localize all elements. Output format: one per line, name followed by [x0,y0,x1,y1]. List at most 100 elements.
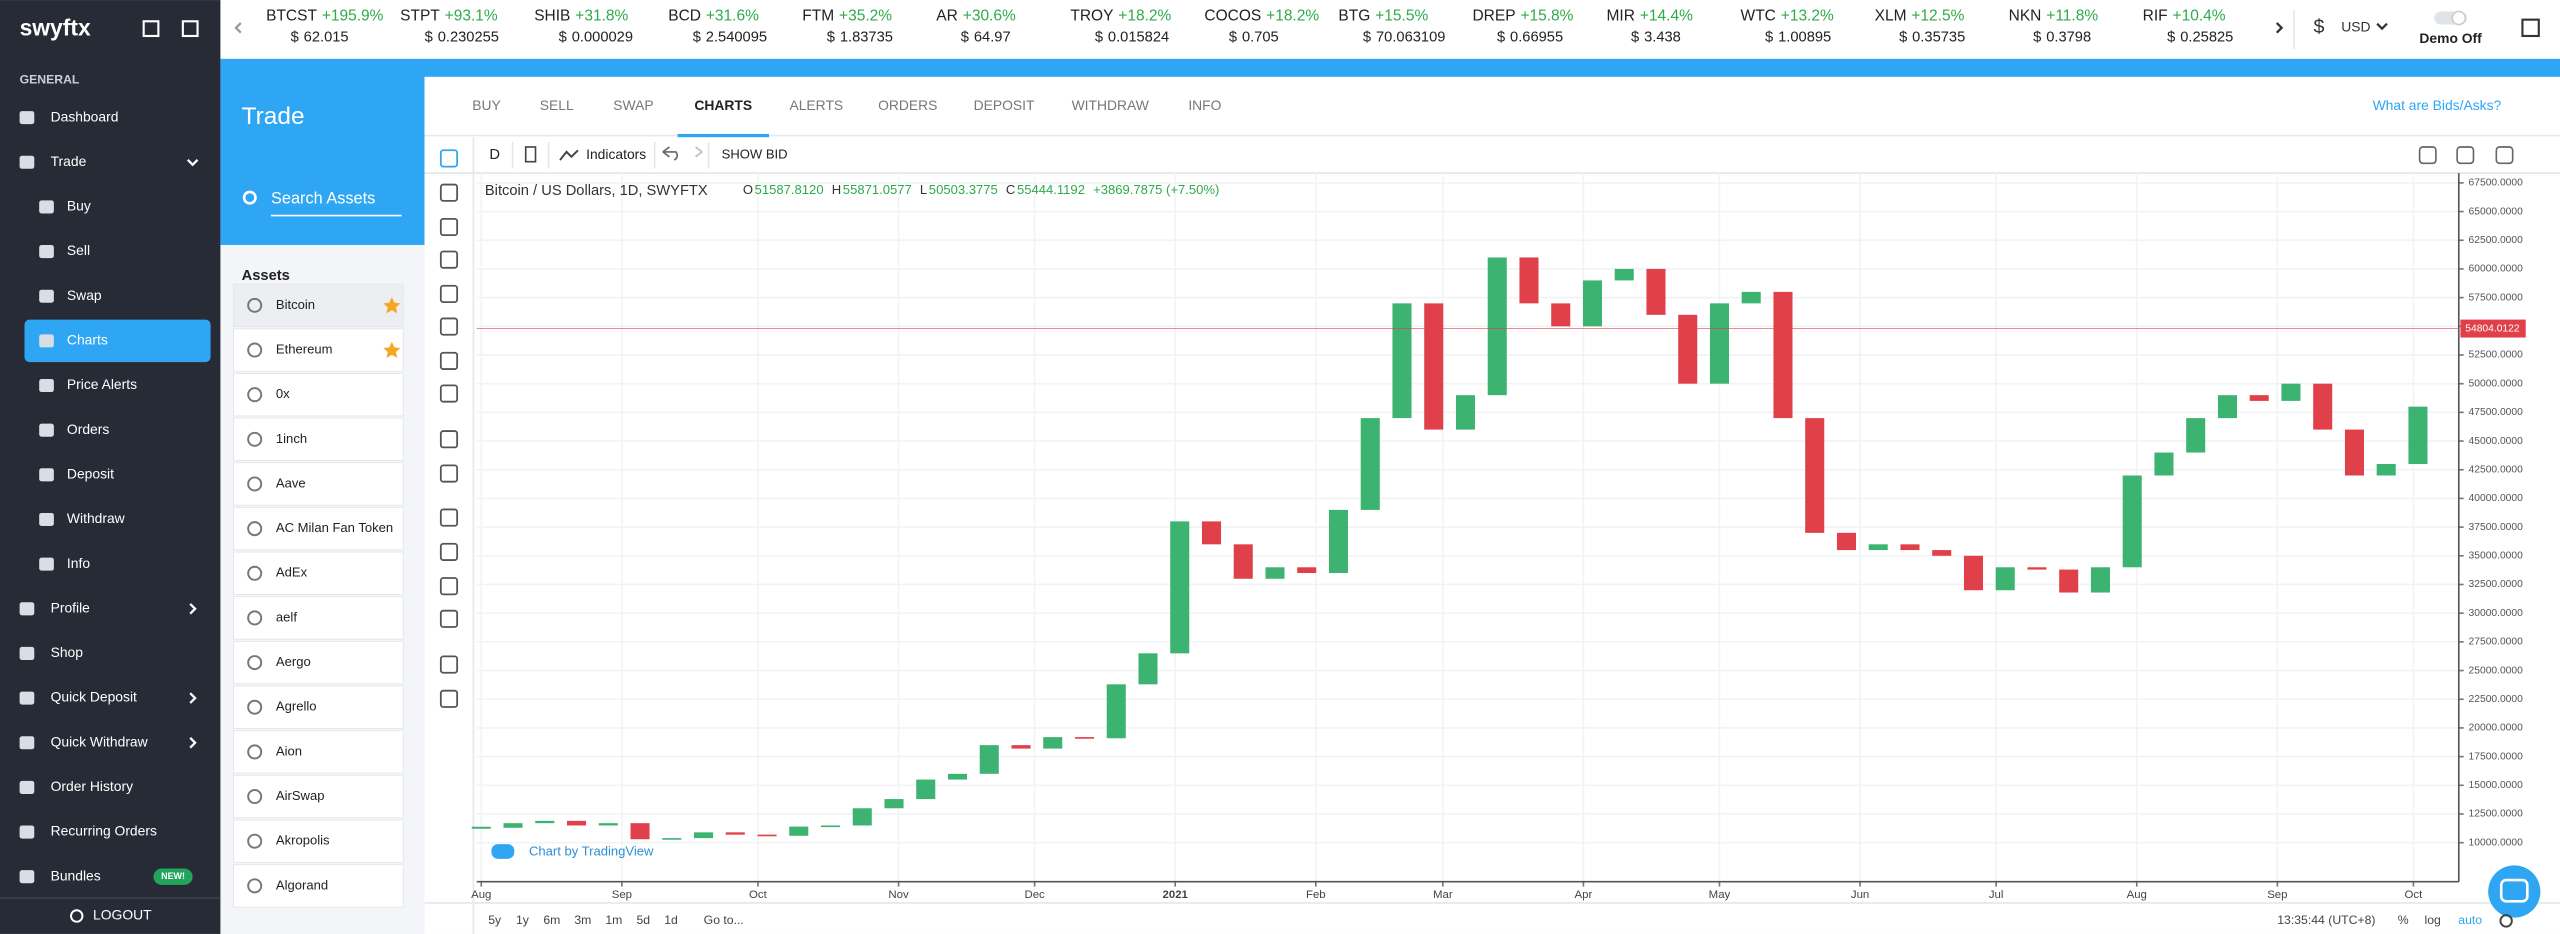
asset-row[interactable] [232,685,404,729]
drawing-tool[interactable] [439,542,459,561]
asset-row[interactable] [232,283,404,328]
nav-item[interactable]: Dashboard [51,108,119,124]
ticker-item[interactable]: AR +30.6% [936,7,1016,24]
nav-item[interactable]: Profile [51,599,91,615]
drawing-tool[interactable] [439,577,459,596]
nav-item[interactable]: Recurring Orders [51,823,157,839]
drawing-tool[interactable] [439,609,459,628]
ticker-item[interactable]: FTM +35.2% [802,7,892,24]
chat-button[interactable] [2488,865,2541,918]
asset-row[interactable] [232,372,404,417]
nav-item[interactable]: Orders [67,421,109,437]
ticker-item[interactable]: WTC +13.2% [1741,7,1834,24]
favorite-star[interactable] [383,297,401,314]
tab[interactable]: SWAP [613,97,653,113]
drawing-tool[interactable] [439,217,459,237]
ticker-item[interactable]: XLM +12.5% [1875,7,1965,24]
range-button[interactable]: 3m [574,913,591,927]
toolbar-icon[interactable] [2456,146,2475,165]
currency[interactable]: USD [2341,18,2370,34]
tab[interactable]: CHARTS [694,97,752,113]
fullscreen-icon[interactable] [142,20,160,38]
drawing-tool[interactable] [439,508,459,527]
attribution[interactable]: Chart by TradingView [529,844,654,859]
range-button[interactable]: 6m [543,913,560,927]
drawing-tool[interactable] [439,351,459,370]
ticker-item[interactable]: BCD +31.6% [668,7,759,24]
nav-item[interactable]: Bundles [51,867,101,883]
nav-item[interactable]: Buy [67,198,91,214]
tab[interactable]: INFO [1188,97,1221,113]
range-button[interactable]: 5y [488,913,502,927]
asset-row[interactable] [232,462,404,506]
nav-item[interactable]: Price Alerts [67,376,137,392]
asset-row[interactable] [232,730,404,774]
asset-row[interactable] [232,596,404,640]
nav-item[interactable]: Quick Withdraw [51,733,149,749]
ticker-item[interactable]: TROY +18.2% [1070,7,1171,24]
redo-icon[interactable] [695,146,703,158]
ticker-item[interactable]: RIF +10.4% [2143,7,2226,24]
indicators[interactable]: Indicators [586,146,646,162]
nav-item[interactable]: Sell [67,242,90,258]
range-button[interactable]: 1y [516,913,530,927]
ticker-item[interactable]: NKN +11.8% [2009,7,2099,24]
drawing-tool[interactable] [439,430,459,449]
help-link[interactable]: What are Bids/Asks? [2373,97,2502,113]
ticker-item[interactable]: STPT +93.1% [400,7,498,24]
asset-row[interactable] [232,640,404,685]
scale-option[interactable]: log [2424,913,2441,927]
tab[interactable]: SELL [540,97,574,113]
tab[interactable]: DEPOSIT [974,97,1035,113]
nav-item[interactable]: Swap [67,287,102,303]
drawing-tool[interactable] [439,250,459,269]
interval[interactable]: D [489,147,500,163]
scale-option[interactable]: % [2398,913,2409,927]
undo-icon[interactable] [662,146,679,161]
toolbar-icon[interactable] [2418,146,2437,165]
tab[interactable]: ORDERS [878,97,937,113]
nav-item[interactable]: Order History [51,778,133,794]
ticker-item[interactable]: COCOS +18.2% [1204,7,1319,24]
logout[interactable]: LOGOUT [93,907,152,923]
drawing-tool[interactable] [439,655,459,674]
settings-icon[interactable] [2499,914,2513,928]
ticker-item[interactable]: BTCST +195.9% [266,7,384,24]
drawing-tool[interactable] [439,689,459,708]
nav-item[interactable]: Quick Deposit [51,689,137,705]
drawing-tool[interactable] [439,464,459,483]
goto[interactable]: Go to... [704,913,744,927]
range-button[interactable]: 1d [664,913,678,927]
tab[interactable]: WITHDRAW [1072,97,1150,113]
favorite-star[interactable] [383,341,401,358]
tab[interactable]: BUY [472,97,501,113]
tab[interactable]: ALERTS [789,97,843,113]
asset-row[interactable] [232,551,404,596]
ticker-item[interactable]: BTG +15.5% [1338,7,1428,24]
nav-item[interactable]: Charts [67,332,108,348]
ticker-item[interactable]: DREP +15.8% [1472,7,1573,24]
ticker-item[interactable]: MIR +14.4% [1607,7,1694,24]
range-button[interactable]: 5d [636,913,650,927]
scale-option[interactable]: auto [2458,913,2482,927]
search-input[interactable]: Search Assets [271,190,375,208]
ticker-item[interactable]: SHIB +31.8% [534,7,628,24]
nav-item[interactable]: Withdraw [67,510,126,526]
nav-item[interactable]: Deposit [67,465,114,481]
range-button[interactable]: 1m [605,913,622,927]
drawing-tool[interactable] [439,384,459,403]
asset-row[interactable] [232,417,404,462]
popout-icon[interactable] [2521,18,2540,38]
nav-item[interactable]: Trade [51,153,87,169]
toolbar-icon[interactable] [2495,146,2514,165]
drawing-tool[interactable] [439,149,459,168]
drawing-tool[interactable] [439,317,459,336]
collapse-icon[interactable] [181,20,199,38]
drawing-tool[interactable] [439,183,459,202]
show-bid[interactable]: SHOW BID [722,147,788,162]
candle-type-icon[interactable] [524,146,537,163]
nav-item[interactable]: Info [67,555,90,571]
nav-item[interactable]: Shop [51,644,84,660]
ticker-symbol: MIR [1607,7,1635,24]
drawing-tool[interactable] [439,284,459,304]
